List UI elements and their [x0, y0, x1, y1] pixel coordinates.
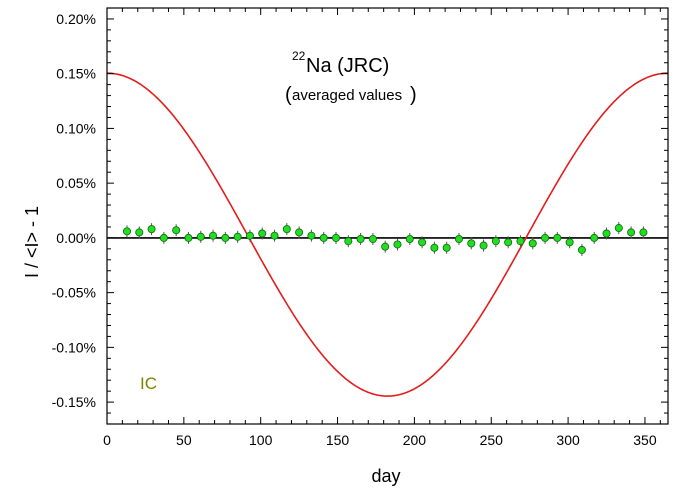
data-point [565, 238, 574, 247]
data-point [577, 245, 586, 254]
chart-subtitle: averaged values [292, 87, 402, 104]
points-layer [122, 222, 648, 256]
data-point [516, 237, 525, 246]
data-point [135, 228, 144, 237]
data-point [332, 233, 341, 242]
data-point [627, 228, 636, 237]
y-tick-label: 0.00% [56, 230, 96, 246]
x-tick-label: 150 [326, 432, 350, 448]
data-point [344, 237, 353, 246]
x-tick-label: 50 [176, 432, 192, 448]
chart-subtitle-close-paren: ) [410, 84, 417, 106]
data-point [368, 234, 377, 243]
y-tick-label: -0.05% [52, 285, 96, 301]
x-tick-label: 250 [480, 432, 504, 448]
y-tick-label: 0.15% [56, 66, 96, 82]
annotation-ic: IC [140, 374, 157, 393]
x-tick-label: 0 [103, 432, 111, 448]
x-tick-label: 100 [249, 432, 273, 448]
data-point [270, 231, 279, 240]
data-point [639, 228, 648, 237]
y-tick-label: 0.05% [56, 175, 96, 191]
data-point [258, 229, 267, 238]
data-point [590, 233, 599, 242]
data-point [122, 227, 131, 236]
data-point [541, 233, 550, 242]
data-point [491, 237, 500, 246]
data-point [454, 234, 463, 243]
data-point [147, 225, 156, 234]
data-point [504, 238, 513, 247]
chart-title-superscript: 22 [292, 49, 306, 63]
y-tick-label: 0.10% [56, 120, 96, 136]
data-point [221, 233, 230, 242]
modulation-curve [106, 72, 669, 397]
data-point [614, 224, 623, 233]
chart-subtitle-open-paren: ( [285, 84, 292, 106]
data-point [245, 231, 254, 240]
data-point [319, 233, 328, 242]
data-point [209, 231, 218, 240]
x-axis-title: day [371, 466, 400, 486]
data-point [295, 228, 304, 237]
x-tick-label: 350 [633, 432, 657, 448]
axes-layer: 0 50 100 150 200 250 300 350 -0.15% -0.10% -0.05% 0… [52, 7, 669, 448]
data-point [393, 240, 402, 249]
x-tick-label: 200 [403, 432, 427, 448]
data-point [405, 234, 414, 243]
data-point [172, 226, 181, 235]
y-axis-title: I / <I> - 1 [22, 206, 42, 278]
chart-title: Na (JRC) [306, 55, 389, 77]
data-point [528, 239, 537, 248]
series-layer [106, 72, 669, 397]
data-point [602, 229, 611, 238]
data-point [467, 239, 476, 248]
y-tick-label: -0.15% [52, 394, 96, 410]
data-point [196, 232, 205, 241]
x-tick-label: 300 [556, 432, 580, 448]
data-point [442, 243, 451, 252]
data-point [184, 233, 193, 242]
data-point [381, 242, 390, 251]
data-point [307, 231, 316, 240]
data-point [282, 225, 291, 234]
data-point [356, 234, 365, 243]
data-point [233, 232, 242, 241]
data-point [479, 241, 488, 250]
data-point [159, 233, 168, 242]
y-tick-label: -0.10% [52, 339, 96, 355]
data-point [553, 233, 562, 242]
y-tick-label: 0.20% [56, 11, 96, 27]
data-point [430, 243, 439, 252]
data-point [418, 238, 427, 247]
